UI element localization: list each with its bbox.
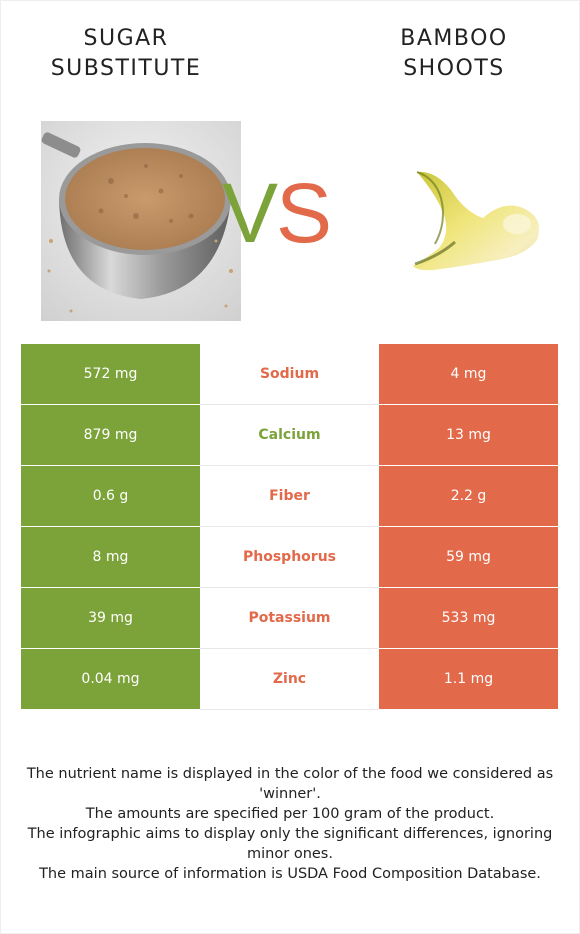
right-food-value: 1.1 mg: [379, 648, 558, 710]
nutrient-name: Potassium: [200, 587, 379, 649]
nutrient-name: Zinc: [200, 648, 379, 710]
left-food-value: 879 mg: [21, 404, 200, 466]
left-food-value: 0.04 mg: [21, 648, 200, 710]
footnote: The nutrient name is displayed in the co…: [20, 764, 560, 884]
right-food-value: 2.2 g: [379, 465, 558, 527]
right-food-value: 533 mg: [379, 587, 558, 649]
nutrient-row-zinc: 0.04 mg Zinc 1.1 mg: [21, 648, 558, 710]
nutrient-row-potassium: 39 mg Potassium 533 mg: [21, 587, 558, 649]
nutrient-row-fiber: 0.6 g Fiber 2.2 g: [21, 465, 558, 527]
left-food-value: 8 mg: [21, 526, 200, 588]
right-food-value: 4 mg: [379, 344, 558, 405]
versus-label: VS: [222, 166, 332, 260]
nutrient-name: Calcium: [200, 404, 379, 466]
footnote-line: The main source of information is USDA F…: [39, 866, 541, 882]
footnote-line: The nutrient name is displayed in the co…: [26, 766, 554, 802]
left-food-value: 572 mg: [21, 344, 200, 405]
left-food-title: SUGAR SUBSTITUTE: [50, 26, 202, 81]
versus-s: S: [276, 166, 332, 260]
right-food-value: 13 mg: [379, 404, 558, 466]
footnote-line: The infographic aims to display only the…: [27, 826, 553, 862]
right-food-value: 59 mg: [379, 526, 558, 588]
bamboo-shoots-image: [405, 160, 550, 280]
nutrient-row-calcium: 879 mg Calcium 13 mg: [21, 404, 558, 466]
nutrient-name: Phosphorus: [200, 526, 379, 588]
nutrient-name: Sodium: [200, 344, 379, 405]
versus-v: V: [222, 166, 278, 260]
nutrient-row-phosphorus: 8 mg Phosphorus 59 mg: [21, 526, 558, 588]
right-food-title: BAMBOO SHOOTS: [400, 26, 508, 81]
nutrient-name: Fiber: [200, 465, 379, 527]
nutrient-row-sodium: 572 mg Sodium 4 mg: [21, 344, 558, 405]
sugar-substitute-image: [41, 121, 241, 321]
left-food-value: 0.6 g: [21, 465, 200, 527]
footnote-line: The amounts are specified per 100 gram o…: [85, 806, 495, 822]
left-food-value: 39 mg: [21, 587, 200, 649]
